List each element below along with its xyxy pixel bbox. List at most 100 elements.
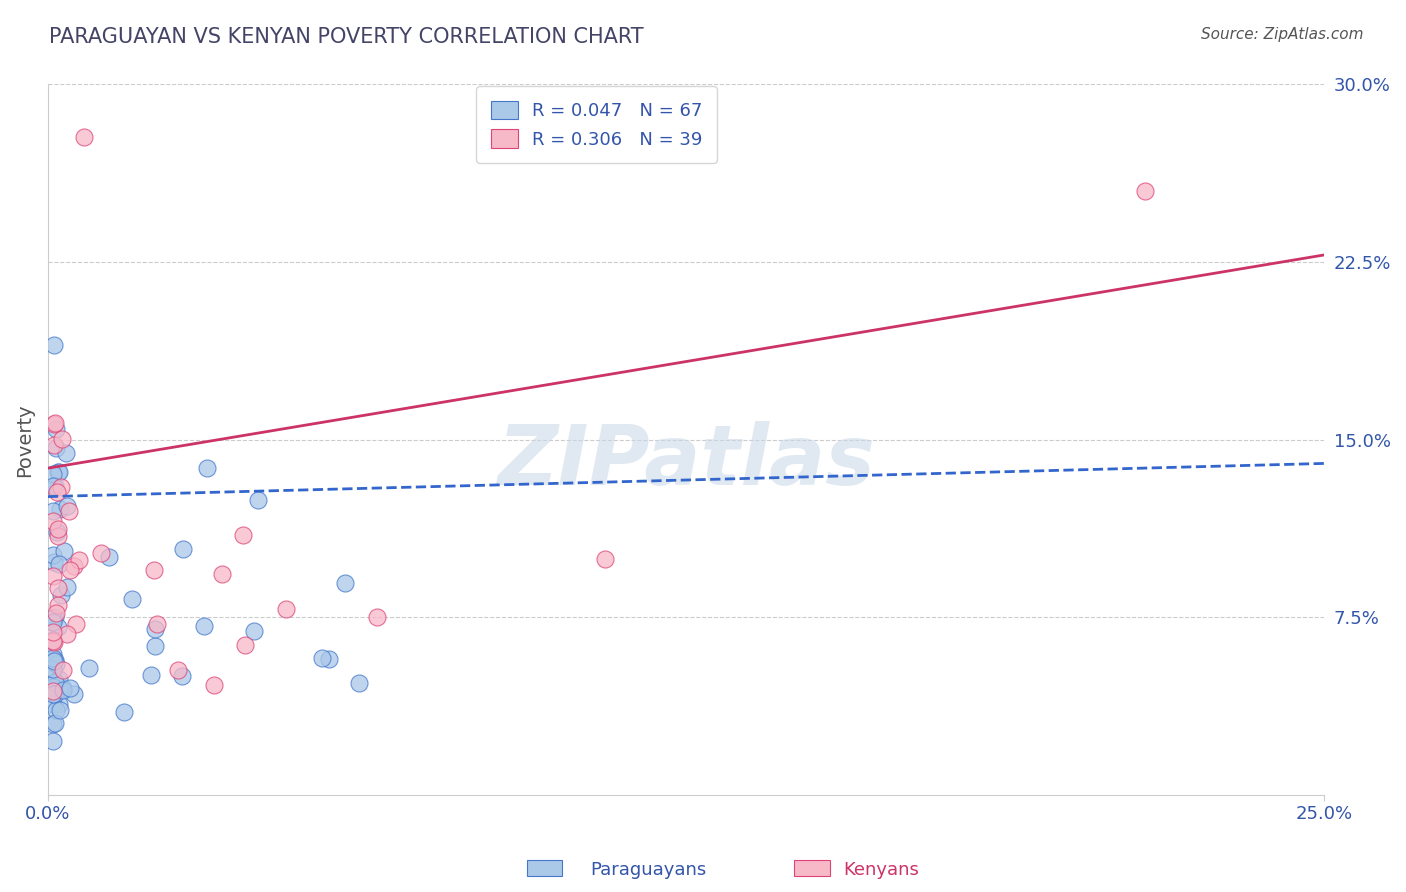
Point [58,503,80,517]
Point [42,647,65,661]
Point [366,609,388,624]
Point [45,441,67,455]
Point [46,581,69,595]
Point [46,619,69,633]
Point [42,417,65,431]
Y-axis label: Poverty: Poverty [15,403,34,476]
Point [42,684,65,698]
Point [195,460,218,475]
Point [51,588,73,602]
Point [56,580,79,594]
Point [42,548,65,562]
Point [90,545,112,559]
Point [112,705,135,719]
Point [42,625,65,640]
Point [42,568,65,582]
Point [167,663,190,677]
Point [143,639,166,653]
Point [72,129,94,144]
Point [193,619,215,633]
Point [42,634,65,648]
Point [49,682,72,697]
Point [45,657,67,671]
Point [42,667,65,681]
Point [42,697,65,711]
Point [46,522,69,536]
Point [172,541,194,556]
Point [67,553,90,567]
Point [48,557,70,571]
Point [52,683,75,698]
Point [335,576,357,591]
Point [44,338,66,352]
Point [77,661,100,675]
Point [211,566,233,581]
Point [45,703,67,717]
Point [65,617,87,632]
Point [232,528,254,542]
Point [143,622,166,636]
Point [42,611,65,625]
Point [42,615,65,629]
Point [42,504,65,518]
Point [243,624,266,638]
Point [42,615,65,629]
Point [42,555,65,569]
Point [1135,184,1157,198]
Point [42,734,65,748]
Point [595,551,617,566]
Point [44,479,66,493]
Point [42,662,65,676]
Point [45,524,67,539]
Point [55,626,77,640]
Text: ZIPatlas: ZIPatlas [496,420,875,501]
Point [44,654,66,668]
Point [202,678,225,692]
Point [51,432,73,446]
Point [170,669,193,683]
Point [51,480,73,494]
Text: PARAGUAYAN VS KENYAN POVERTY CORRELATION CHART: PARAGUAYAN VS KENYAN POVERTY CORRELATION… [49,27,644,46]
Text: Paraguayans: Paraguayans [591,861,707,879]
Point [44,675,66,690]
Point [44,716,66,731]
Point [42,651,65,665]
Point [48,672,70,686]
Point [42,653,65,667]
Point [59,681,82,695]
Point [48,697,70,711]
Text: Kenyans: Kenyans [844,861,920,879]
Point [276,601,298,615]
Point [46,598,69,612]
Point [42,716,65,731]
Point [42,467,65,482]
Point [52,663,75,677]
Point [42,479,65,493]
Point [44,416,66,430]
Point [55,446,77,460]
Point [247,492,270,507]
Point [48,529,70,543]
Point [139,668,162,682]
Point [63,687,86,701]
Point [42,514,65,528]
Point [46,466,69,480]
Point [142,563,165,577]
Point [45,421,67,435]
Point [233,638,256,652]
Point [146,616,169,631]
Legend: R = 0.047   N = 67, R = 0.306   N = 39: R = 0.047 N = 67, R = 0.306 N = 39 [477,87,717,163]
Point [42,438,65,452]
Point [45,607,67,621]
Point [56,499,79,513]
Point [42,632,65,647]
Point [98,550,121,565]
Point [347,675,370,690]
Point [44,687,66,701]
Point [45,484,67,499]
Point [42,687,65,701]
Point [49,502,72,516]
Point [52,681,75,696]
Point [62,559,84,574]
Point [318,651,340,665]
